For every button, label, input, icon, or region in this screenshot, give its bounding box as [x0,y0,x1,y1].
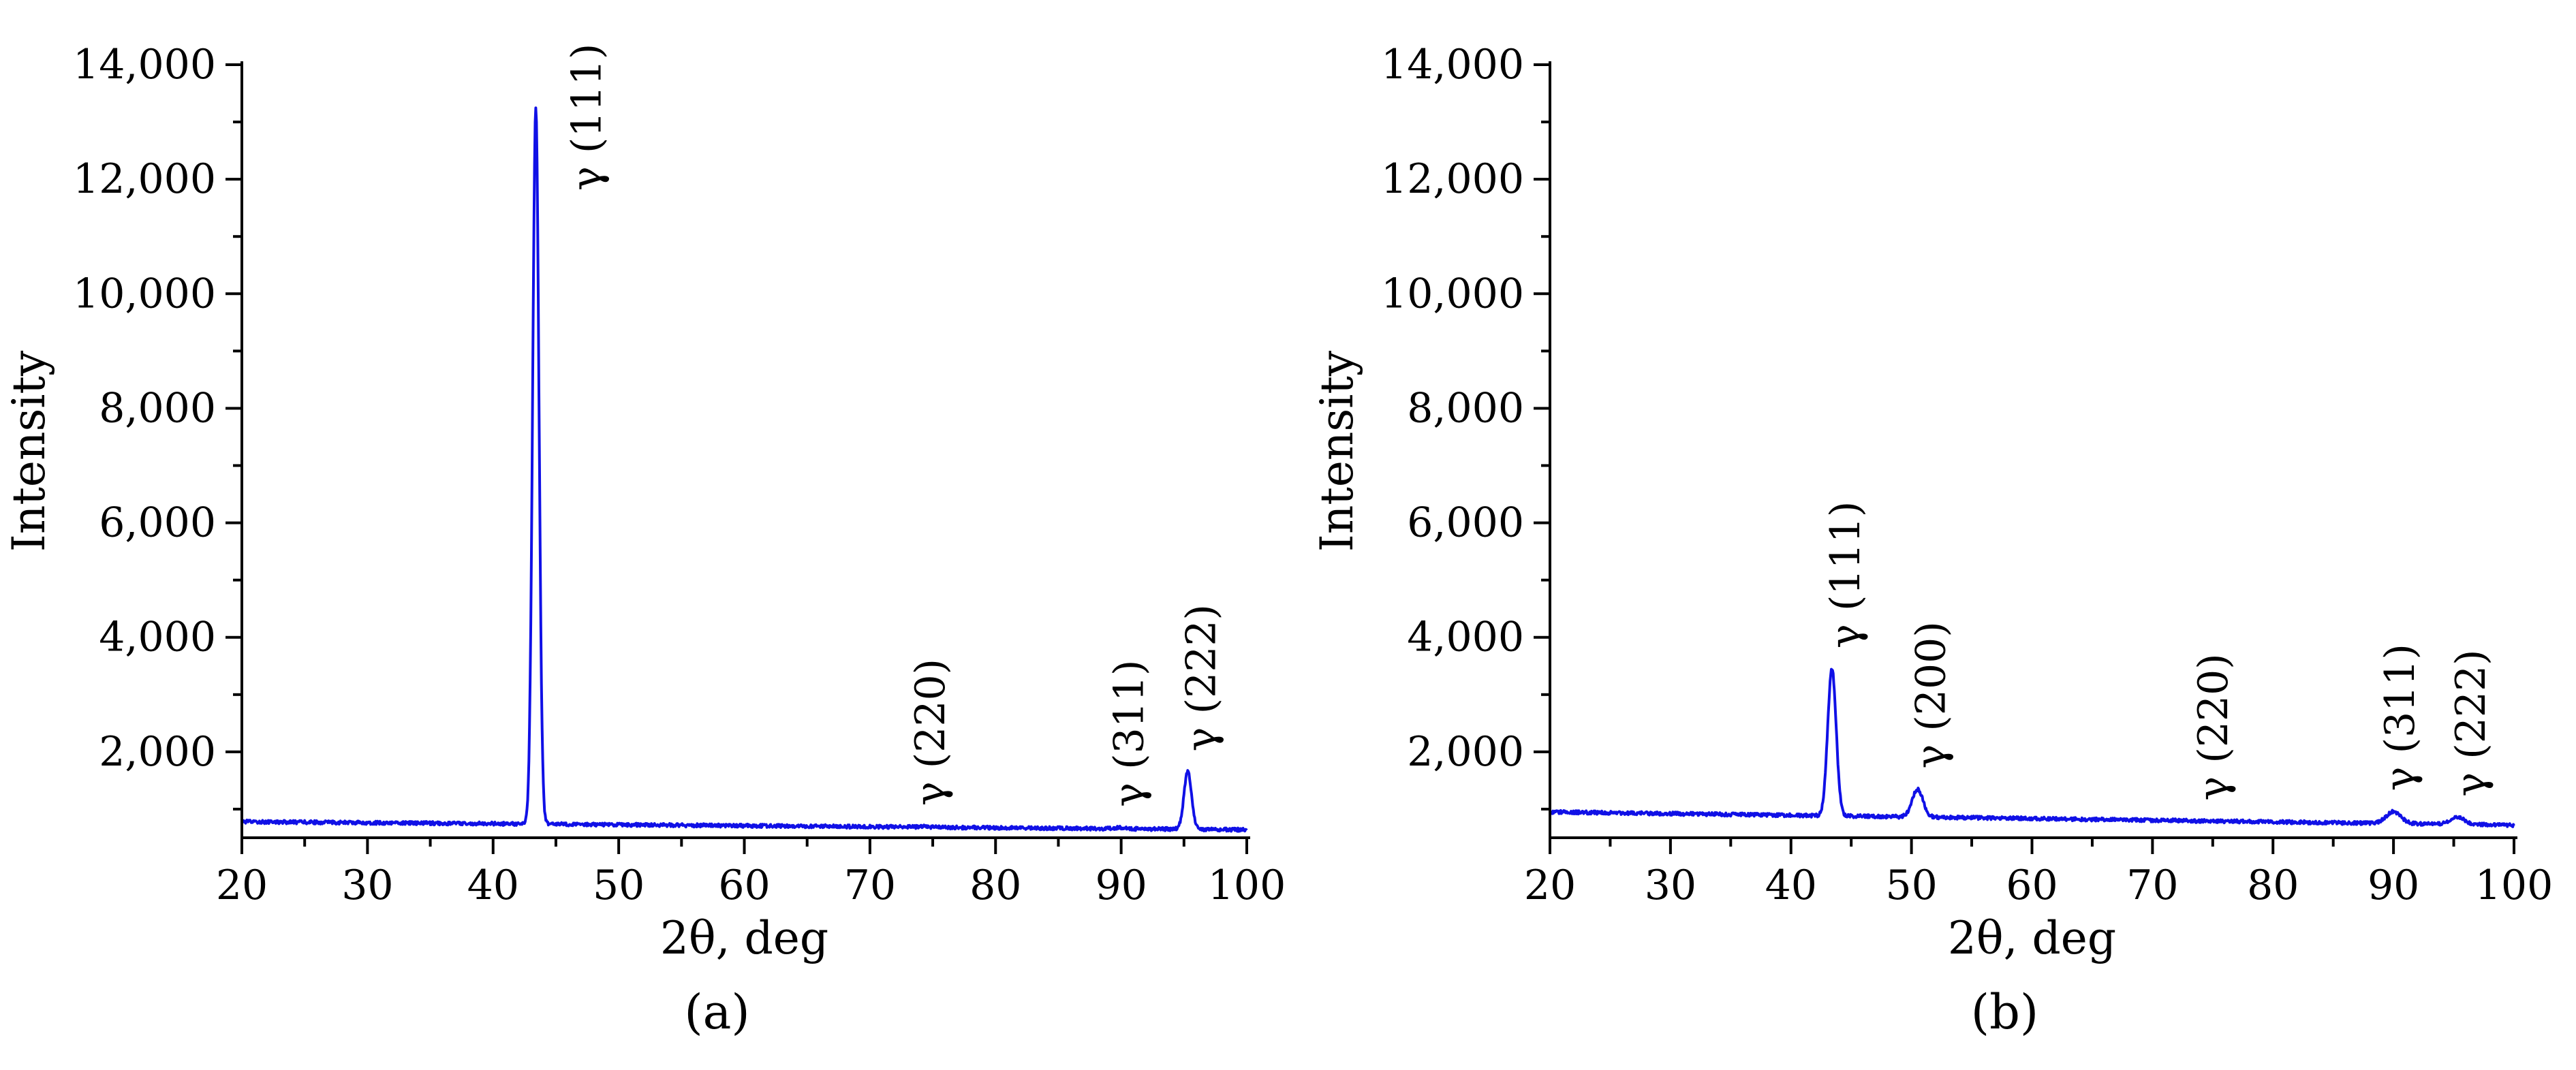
x-tick-label: 50 [593,862,645,909]
x-axis-title: 2θ, deg [1948,912,2116,964]
x-tick-label: 80 [969,862,1021,909]
x-tick-label: 60 [718,862,770,909]
chart-panel-a: 20 30 40 50 60 70 80 90 100 2,000 4,000 6,000 8,000 1… [3,41,1286,1040]
y-tick-label: 8,000 [1407,384,1524,432]
xrd-intensity-series [1549,667,2515,828]
y-tick-label: 14,000 [1381,41,1524,89]
peak-label: γ (311) [2376,644,2424,791]
x-tick-label: 30 [341,862,393,909]
x-axis-title: 2θ, deg [660,912,828,964]
peak-label: γ (111) [1822,501,1869,648]
y-tick-label: 6,000 [99,499,216,547]
y-tick-label: 4,000 [99,614,216,661]
peak-label: γ (220) [2190,653,2237,800]
panel-label: (a) [684,984,749,1040]
y-tick-label: 4,000 [1407,614,1524,661]
peak-label: γ (222) [1177,604,1225,751]
y-tick-label: 12,000 [73,155,216,203]
y-tick-label: 8,000 [99,384,216,432]
x-tick-label: 30 [1645,862,1696,909]
chart-panel-b: 20 30 40 50 60 70 80 90 100 2,000 4,000 6,000 8,000 1… [1311,41,2553,1040]
x-tick-label: 100 [2475,862,2554,909]
x-tick-label: 70 [844,862,896,909]
y-tick-label: 10,000 [73,270,216,317]
peak-label: γ (222) [2447,649,2495,796]
y-tick-label: 10,000 [1381,270,1524,317]
y-tick-label: 12,000 [1381,155,1524,203]
peak-label: γ (200) [1907,621,1955,768]
y-tick-label: 14,000 [73,41,216,89]
y-tick-label: 2,000 [1407,728,1524,776]
panel-label: (b) [1971,984,2038,1040]
x-tick-label: 20 [216,862,268,909]
y-axis-title: Intensity [1311,350,1363,552]
x-tick-label: 60 [2006,862,2058,909]
x-tick-label: 50 [1885,862,1937,909]
x-tick-label: 70 [2126,862,2178,909]
x-tick-label: 40 [467,862,519,909]
y-tick-label: 6,000 [1407,499,1524,547]
y-axis-title: Intensity [3,350,55,552]
x-tick-label: 90 [1095,862,1147,909]
peak-label: γ (220) [907,659,955,806]
peak-label: γ (111) [563,44,610,191]
x-tick-label: 90 [2368,862,2419,909]
peak-label: γ (311) [1105,660,1153,807]
x-tick-label: 100 [1208,862,1286,909]
y-tick-label: 2,000 [99,728,216,776]
x-tick-label: 40 [1765,862,1817,909]
xrd-intensity-series [240,106,1248,833]
x-tick-label: 80 [2247,862,2299,909]
x-tick-label: 20 [1524,862,1576,909]
